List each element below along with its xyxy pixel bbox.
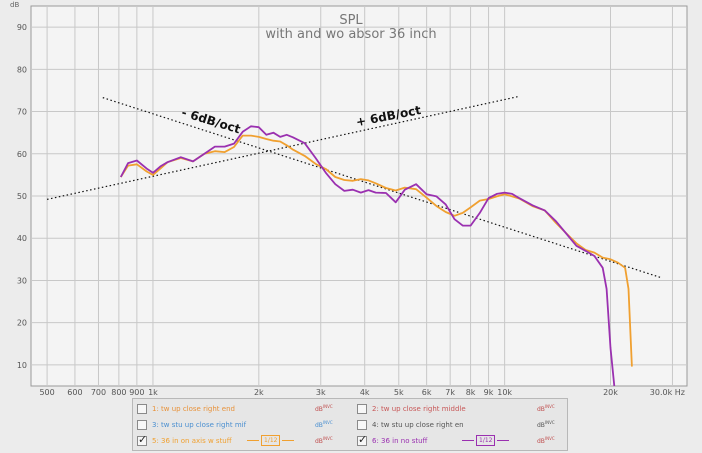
y-tick-label: 30: [17, 276, 27, 285]
legend-item-4[interactable]: 4: tw stu up close right en: [357, 417, 464, 433]
legend-checkbox-3[interactable]: [137, 420, 147, 430]
legend-label-3: 3: tw stu up close right mif: [152, 421, 247, 429]
legend-label-2: 2: tw up close right middle: [372, 405, 466, 413]
legend-checkbox-2[interactable]: [357, 404, 367, 414]
legend-tag-2[interactable]: dBINVC: [537, 404, 555, 413]
legend-row-2: 3: tw stu up close right mif dBINVC 4: t…: [137, 417, 565, 433]
y-tick-label: 20: [17, 319, 27, 328]
x-tick-label: 500: [39, 388, 54, 397]
legend-tag-5[interactable]: dBINVC: [315, 436, 333, 445]
series-group: [120, 125, 633, 387]
legend-label-5: 5: 36 in on axis w stuff: [152, 437, 232, 445]
x-tick-label: 600: [67, 388, 82, 397]
x-tick-label: 9k: [484, 388, 494, 397]
x-tick-label: 1k: [148, 388, 158, 397]
x-tick-label: 700: [91, 388, 106, 397]
grid-lines: [31, 6, 687, 386]
x-tick-label: 30.0k Hz: [650, 388, 685, 397]
y-tick-label: 10: [17, 361, 27, 370]
y-tick-label: 60: [17, 150, 27, 159]
chart-subtitle: with and wo absor 36 inch: [265, 27, 436, 42]
y-tick-label: 40: [17, 234, 27, 243]
x-tick-label: 4k: [360, 388, 370, 397]
legend-item-2[interactable]: 2: tw up close right middle: [357, 401, 466, 417]
legend-tag-1[interactable]: dBINVC: [315, 404, 333, 413]
legend-item-5[interactable]: 5: 36 in on axis w stuff: [137, 433, 232, 449]
x-tick-label: 10k: [497, 388, 512, 397]
legend-checkbox-5[interactable]: [137, 433, 147, 446]
legend-tag-3[interactable]: dBINVC: [315, 420, 333, 429]
legend-tag-6[interactable]: dBINVC: [537, 436, 555, 445]
chart-title: SPL: [339, 13, 363, 28]
legend-label-6: 6: 36 in no stuff: [372, 437, 428, 445]
x-tick-label: 2k: [254, 388, 264, 397]
legend-panel: 1: tw up close right end dBINVC 2: tw up…: [132, 398, 568, 451]
x-tick-label: 8k: [466, 388, 476, 397]
x-tick-label: 6k: [422, 388, 432, 397]
y-unit-label: dB: [10, 1, 19, 9]
legend-checkbox-4[interactable]: [357, 420, 367, 430]
series-line-6: [120, 125, 616, 387]
y-axis-ticks: 10 20 30 40 50 60 70 80 90: [17, 23, 27, 370]
legend-item-1[interactable]: 1: tw up close right end: [137, 401, 235, 417]
y-tick-label: 70: [17, 108, 27, 117]
smoothing-button-5[interactable]: 1/12: [247, 434, 295, 446]
x-tick-label: 20k: [603, 388, 618, 397]
legend-item-6[interactable]: 6: 36 in no stuff: [357, 433, 427, 449]
x-axis-ticks: 500 600 700 800 900 1k 2k 3k 4k 5k 6k 7k 8k 9k 10k 20k 3…: [39, 388, 685, 397]
legend-tag-4[interactable]: dBINVC: [537, 420, 555, 429]
spl-chart: 10 20 30 40 50 60 70 80 90 500 600 700 800 900 1k 2k 3k…: [10, 1, 688, 397]
legend-checkbox-1[interactable]: [137, 404, 147, 414]
x-tick-label: 800: [111, 388, 126, 397]
legend-label-4: 4: tw stu up close right en: [372, 421, 464, 429]
legend-row-3: 5: 36 in on axis w stuff 1/12 dBINVC 6: …: [137, 433, 565, 449]
slope-line-2: [46, 95, 520, 200]
y-tick-label: 80: [17, 65, 27, 74]
y-tick-label: 90: [17, 23, 27, 32]
legend-label-1: 1: tw up close right end: [152, 405, 235, 413]
smoothing-button-6[interactable]: 1/12: [462, 434, 510, 446]
x-tick-label: 900: [129, 388, 144, 397]
legend-row-1: 1: tw up close right end dBINVC 2: tw up…: [137, 401, 565, 417]
x-tick-label: 7k: [445, 388, 455, 397]
legend-item-3[interactable]: 3: tw stu up close right mif: [137, 417, 246, 433]
x-tick-label: 5k: [394, 388, 404, 397]
y-tick-label: 50: [17, 192, 27, 201]
legend-checkbox-6[interactable]: [357, 433, 367, 446]
x-tick-label: 3k: [316, 388, 326, 397]
